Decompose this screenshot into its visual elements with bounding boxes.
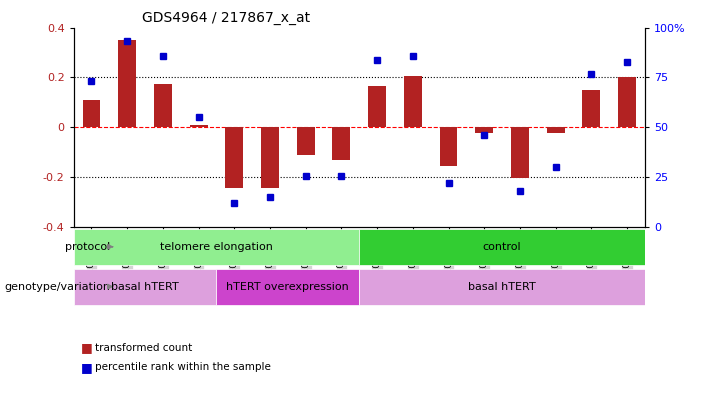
Bar xyxy=(83,100,100,127)
Bar xyxy=(360,269,645,305)
Bar xyxy=(217,269,360,305)
Bar xyxy=(74,269,217,305)
Text: telomere elongation: telomere elongation xyxy=(160,242,273,252)
Text: ■: ■ xyxy=(81,361,93,374)
Bar xyxy=(225,127,243,188)
Bar xyxy=(261,127,279,188)
Text: control: control xyxy=(483,242,522,252)
Bar xyxy=(74,229,360,265)
Bar xyxy=(475,127,494,133)
Bar xyxy=(332,127,350,160)
Bar xyxy=(547,127,564,133)
Text: hTERT overexpression: hTERT overexpression xyxy=(226,282,349,292)
Bar xyxy=(511,127,529,178)
Bar xyxy=(297,127,315,154)
Text: basal hTERT: basal hTERT xyxy=(111,282,179,292)
Text: protocol: protocol xyxy=(65,242,111,252)
Text: transformed count: transformed count xyxy=(95,343,192,353)
Text: percentile rank within the sample: percentile rank within the sample xyxy=(95,362,271,373)
Bar xyxy=(583,90,600,127)
Bar xyxy=(440,127,458,166)
Bar xyxy=(368,86,386,127)
Text: basal hTERT: basal hTERT xyxy=(468,282,536,292)
Bar xyxy=(618,77,636,127)
Text: ■: ■ xyxy=(81,341,93,354)
Bar xyxy=(360,229,645,265)
Text: GDS4964 / 217867_x_at: GDS4964 / 217867_x_at xyxy=(142,11,311,25)
Bar xyxy=(154,84,172,127)
Bar xyxy=(404,76,422,127)
Bar xyxy=(190,125,207,127)
Text: genotype/variation: genotype/variation xyxy=(5,282,111,292)
Bar xyxy=(118,40,136,127)
